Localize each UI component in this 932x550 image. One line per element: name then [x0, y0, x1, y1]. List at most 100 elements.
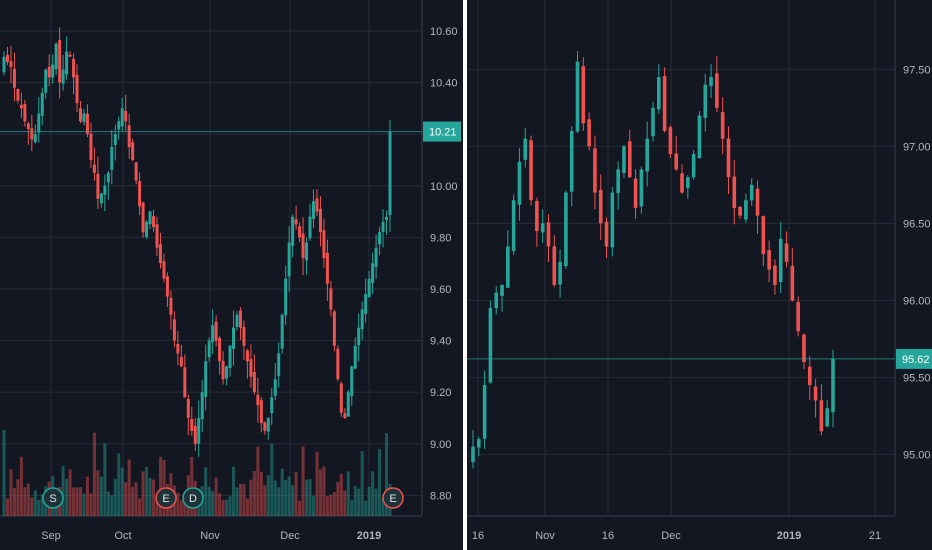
candle-body [343, 413, 347, 418]
volume-bar [152, 479, 156, 516]
chart-right[interactable]: 97.50 97.00 96.50 96.00 95.50 95.00 16 Nov 16 Dec… [467, 0, 932, 550]
candle-body [755, 188, 760, 216]
candle-body [103, 185, 107, 195]
candle-body [385, 216, 389, 221]
y-tick-label: 95.00 [903, 449, 931, 461]
last-price-badge [896, 348, 932, 369]
chart-left-canvas[interactable]: 10.6010.4010.2010.009.809.609.409.209.00… [0, 0, 463, 550]
candle-body [657, 77, 661, 110]
volume-bar [85, 476, 89, 516]
y-tick-label: 96.50 [903, 218, 931, 230]
event-marker-circle [42, 487, 64, 509]
candle-body [581, 66, 586, 124]
volume-bar [378, 449, 382, 516]
candle-body [645, 138, 649, 172]
candle-body [158, 244, 162, 264]
candle-body [529, 140, 533, 201]
candle-body [506, 246, 510, 288]
volume-bar [141, 471, 145, 516]
event-marker-dividend[interactable]: D [182, 487, 204, 509]
volume-bar [19, 456, 23, 516]
candle-body [715, 73, 719, 108]
candle-body [819, 400, 824, 432]
event-marker-circle [155, 487, 177, 509]
volume-bar [5, 498, 9, 516]
volume-bar [249, 479, 253, 516]
candle-body [284, 278, 288, 316]
event-marker-circle [182, 487, 204, 509]
event-marker-label: E [162, 493, 169, 505]
volume-bar [277, 487, 281, 516]
candle-body [249, 359, 253, 377]
event-marker-split[interactable]: S [42, 487, 64, 509]
candle-body [357, 327, 361, 346]
candle-body [749, 184, 754, 201]
y-tick-label: 97.50 [903, 64, 931, 76]
candle-body [301, 233, 305, 258]
candle-body [256, 394, 260, 406]
volume-bar [124, 482, 128, 516]
candle-body [120, 108, 124, 127]
volume-bar [238, 483, 242, 516]
volume-bar [228, 496, 232, 516]
volume-bar [273, 480, 277, 516]
candle-body [639, 169, 644, 207]
volume-bar [12, 488, 16, 516]
volume-bar [103, 443, 107, 516]
volume-bar [131, 486, 135, 516]
event-marker-circle [382, 487, 404, 509]
candle-body [172, 319, 176, 341]
volume-bar [183, 494, 187, 516]
candle-body [364, 294, 368, 314]
volume-bar [339, 473, 343, 516]
candle-body [280, 314, 284, 349]
candle-body [207, 340, 211, 358]
chart-left[interactable]: 10.6010.4010.2010.009.809.609.409.209.00… [0, 0, 463, 550]
candle-body [540, 223, 545, 233]
volume-bar [357, 488, 361, 516]
volume-bar [82, 493, 86, 516]
candle-body [517, 161, 522, 205]
candle-body [2, 56, 6, 73]
candle-body [308, 216, 312, 239]
volume-bar [127, 459, 131, 516]
candle-body [12, 68, 16, 88]
candle-body [471, 446, 475, 463]
chart-right-canvas[interactable]: 97.50 97.00 96.50 96.00 95.50 95.00 16 Nov 16 Dec… [467, 0, 932, 550]
candle-body [773, 265, 777, 285]
x-tick-label: Dec [280, 530, 300, 542]
candle-body [523, 138, 528, 160]
volume-bar [110, 495, 114, 516]
candle-body [311, 201, 315, 219]
candle-body [511, 200, 516, 252]
candle-body [761, 216, 766, 255]
volume-bar [134, 482, 138, 516]
volume-bar [291, 485, 295, 516]
candle-body [305, 242, 309, 261]
candle-body [680, 173, 684, 193]
volume-bar [315, 451, 319, 516]
candle-body [813, 386, 818, 401]
candle-body [106, 172, 110, 183]
x-tick-label: Nov [200, 530, 220, 542]
candle-body [65, 51, 69, 75]
last-price-badge [423, 121, 461, 142]
candle-body [165, 276, 169, 297]
candle-body [214, 321, 218, 341]
candle-body [298, 226, 302, 238]
event-marker-earnings[interactable]: E [155, 487, 177, 509]
candle-body [488, 308, 493, 383]
candle-body [51, 64, 55, 78]
volume-bar [214, 477, 218, 516]
candle-body [738, 206, 742, 216]
volume-bar [332, 492, 336, 516]
candle-body [85, 113, 89, 135]
volume-bar [148, 478, 152, 516]
candle-body [744, 200, 748, 220]
candle-body [732, 176, 737, 208]
volume-bar [145, 466, 149, 516]
volume-bar [343, 490, 347, 516]
candle-body [270, 397, 274, 414]
candle-body [145, 221, 149, 238]
event-marker-earnings[interactable]: E [382, 487, 404, 509]
